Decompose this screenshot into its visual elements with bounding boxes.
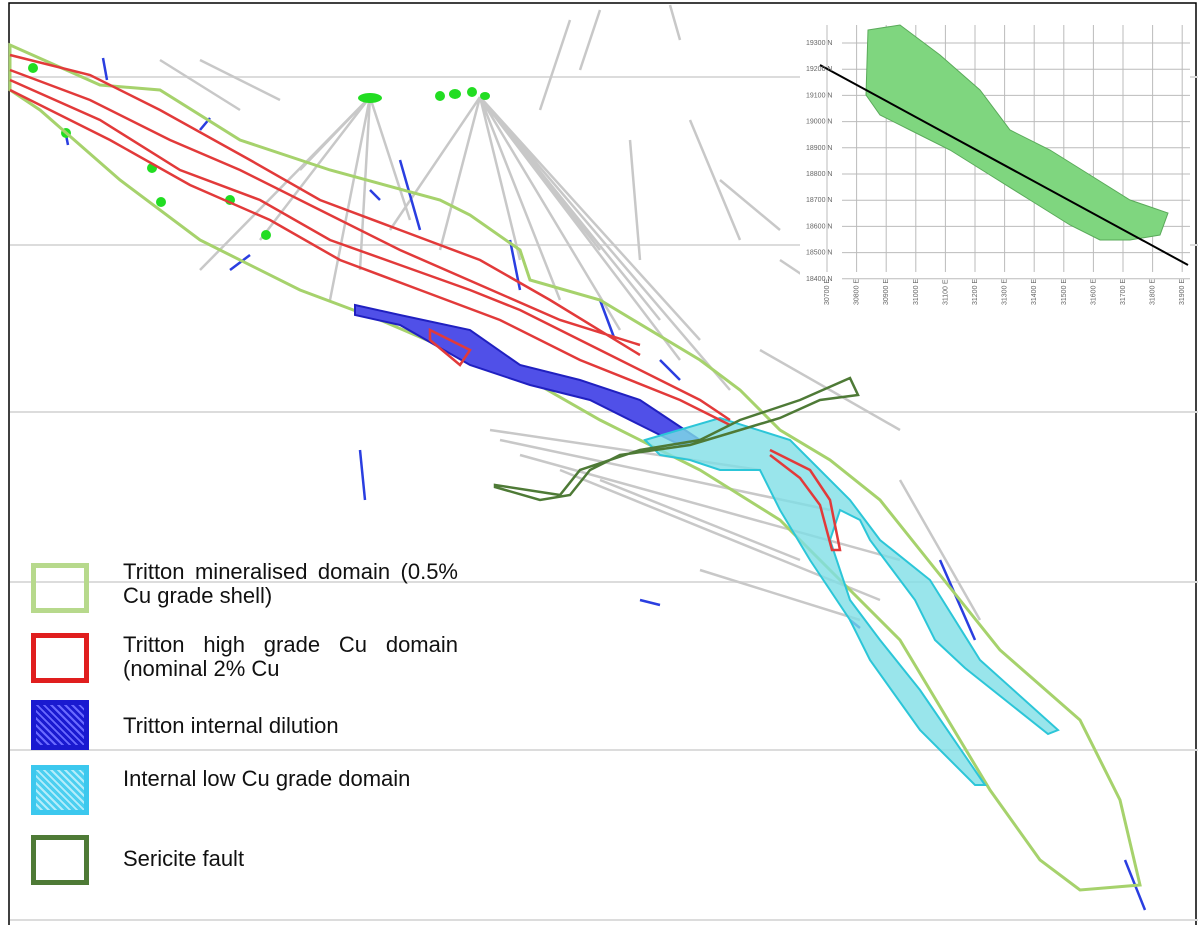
inset-y-label: 18600 N — [806, 223, 832, 230]
legend-label: Tritton mineralised domain (0.5% Cu grad… — [123, 560, 458, 610]
inset-y-label: 18900 N — [806, 145, 832, 152]
inset-y-label: 19200 N — [806, 66, 832, 73]
inset-x-label: 31600 E — [1090, 279, 1097, 305]
inset-x-label: 31400 E — [1031, 279, 1038, 305]
legend-swatch — [31, 563, 89, 613]
legend-swatch — [31, 700, 89, 750]
inset-x-label: 31200 E — [972, 279, 979, 305]
inset-y-label: 19000 N — [806, 119, 832, 126]
plan-inset: 19300 N 19200 N 19100 N 19000 N 18900 N 18800… — [800, 25, 1190, 310]
legend-label: Sericite fault — [123, 847, 458, 871]
legend-label: Tritton high grade Cu domain (nominal 2%… — [123, 633, 458, 681]
inset-x-label: 30800 E — [854, 279, 861, 305]
inset-x-label: 31800 E — [1150, 279, 1157, 305]
inset-x-label: 31000 E — [913, 279, 920, 305]
inset-x-label: 31900 E — [1179, 279, 1186, 305]
legend-label: Tritton internal dilution — [123, 714, 458, 738]
page: 19300 N 19200 N 19100 N 19000 N 18900 N 18800… — [0, 0, 1198, 925]
inset-x-label: 31100 E — [942, 279, 949, 305]
inset-x-label: 31700 E — [1120, 279, 1127, 305]
inset-x-label: 30700 E — [824, 279, 831, 305]
inset-y-label: 19100 N — [806, 92, 832, 99]
inset-y-label: 18800 N — [806, 171, 832, 178]
high-grade-domain — [10, 55, 840, 550]
legend-swatch — [31, 765, 89, 815]
legend-swatch — [31, 835, 89, 885]
inset-x-label: 30900 E — [883, 279, 890, 305]
inset-y-label: 19300 N — [806, 40, 832, 47]
legend-swatch — [31, 633, 89, 683]
legend-label: Internal low Cu grade domain — [123, 767, 433, 791]
inset-y-label: 18500 N — [806, 250, 832, 257]
inset-y-label: 18700 N — [806, 197, 832, 204]
inset-x-label: 31500 E — [1061, 279, 1068, 305]
inset-x-label: 31300 E — [1002, 279, 1009, 305]
